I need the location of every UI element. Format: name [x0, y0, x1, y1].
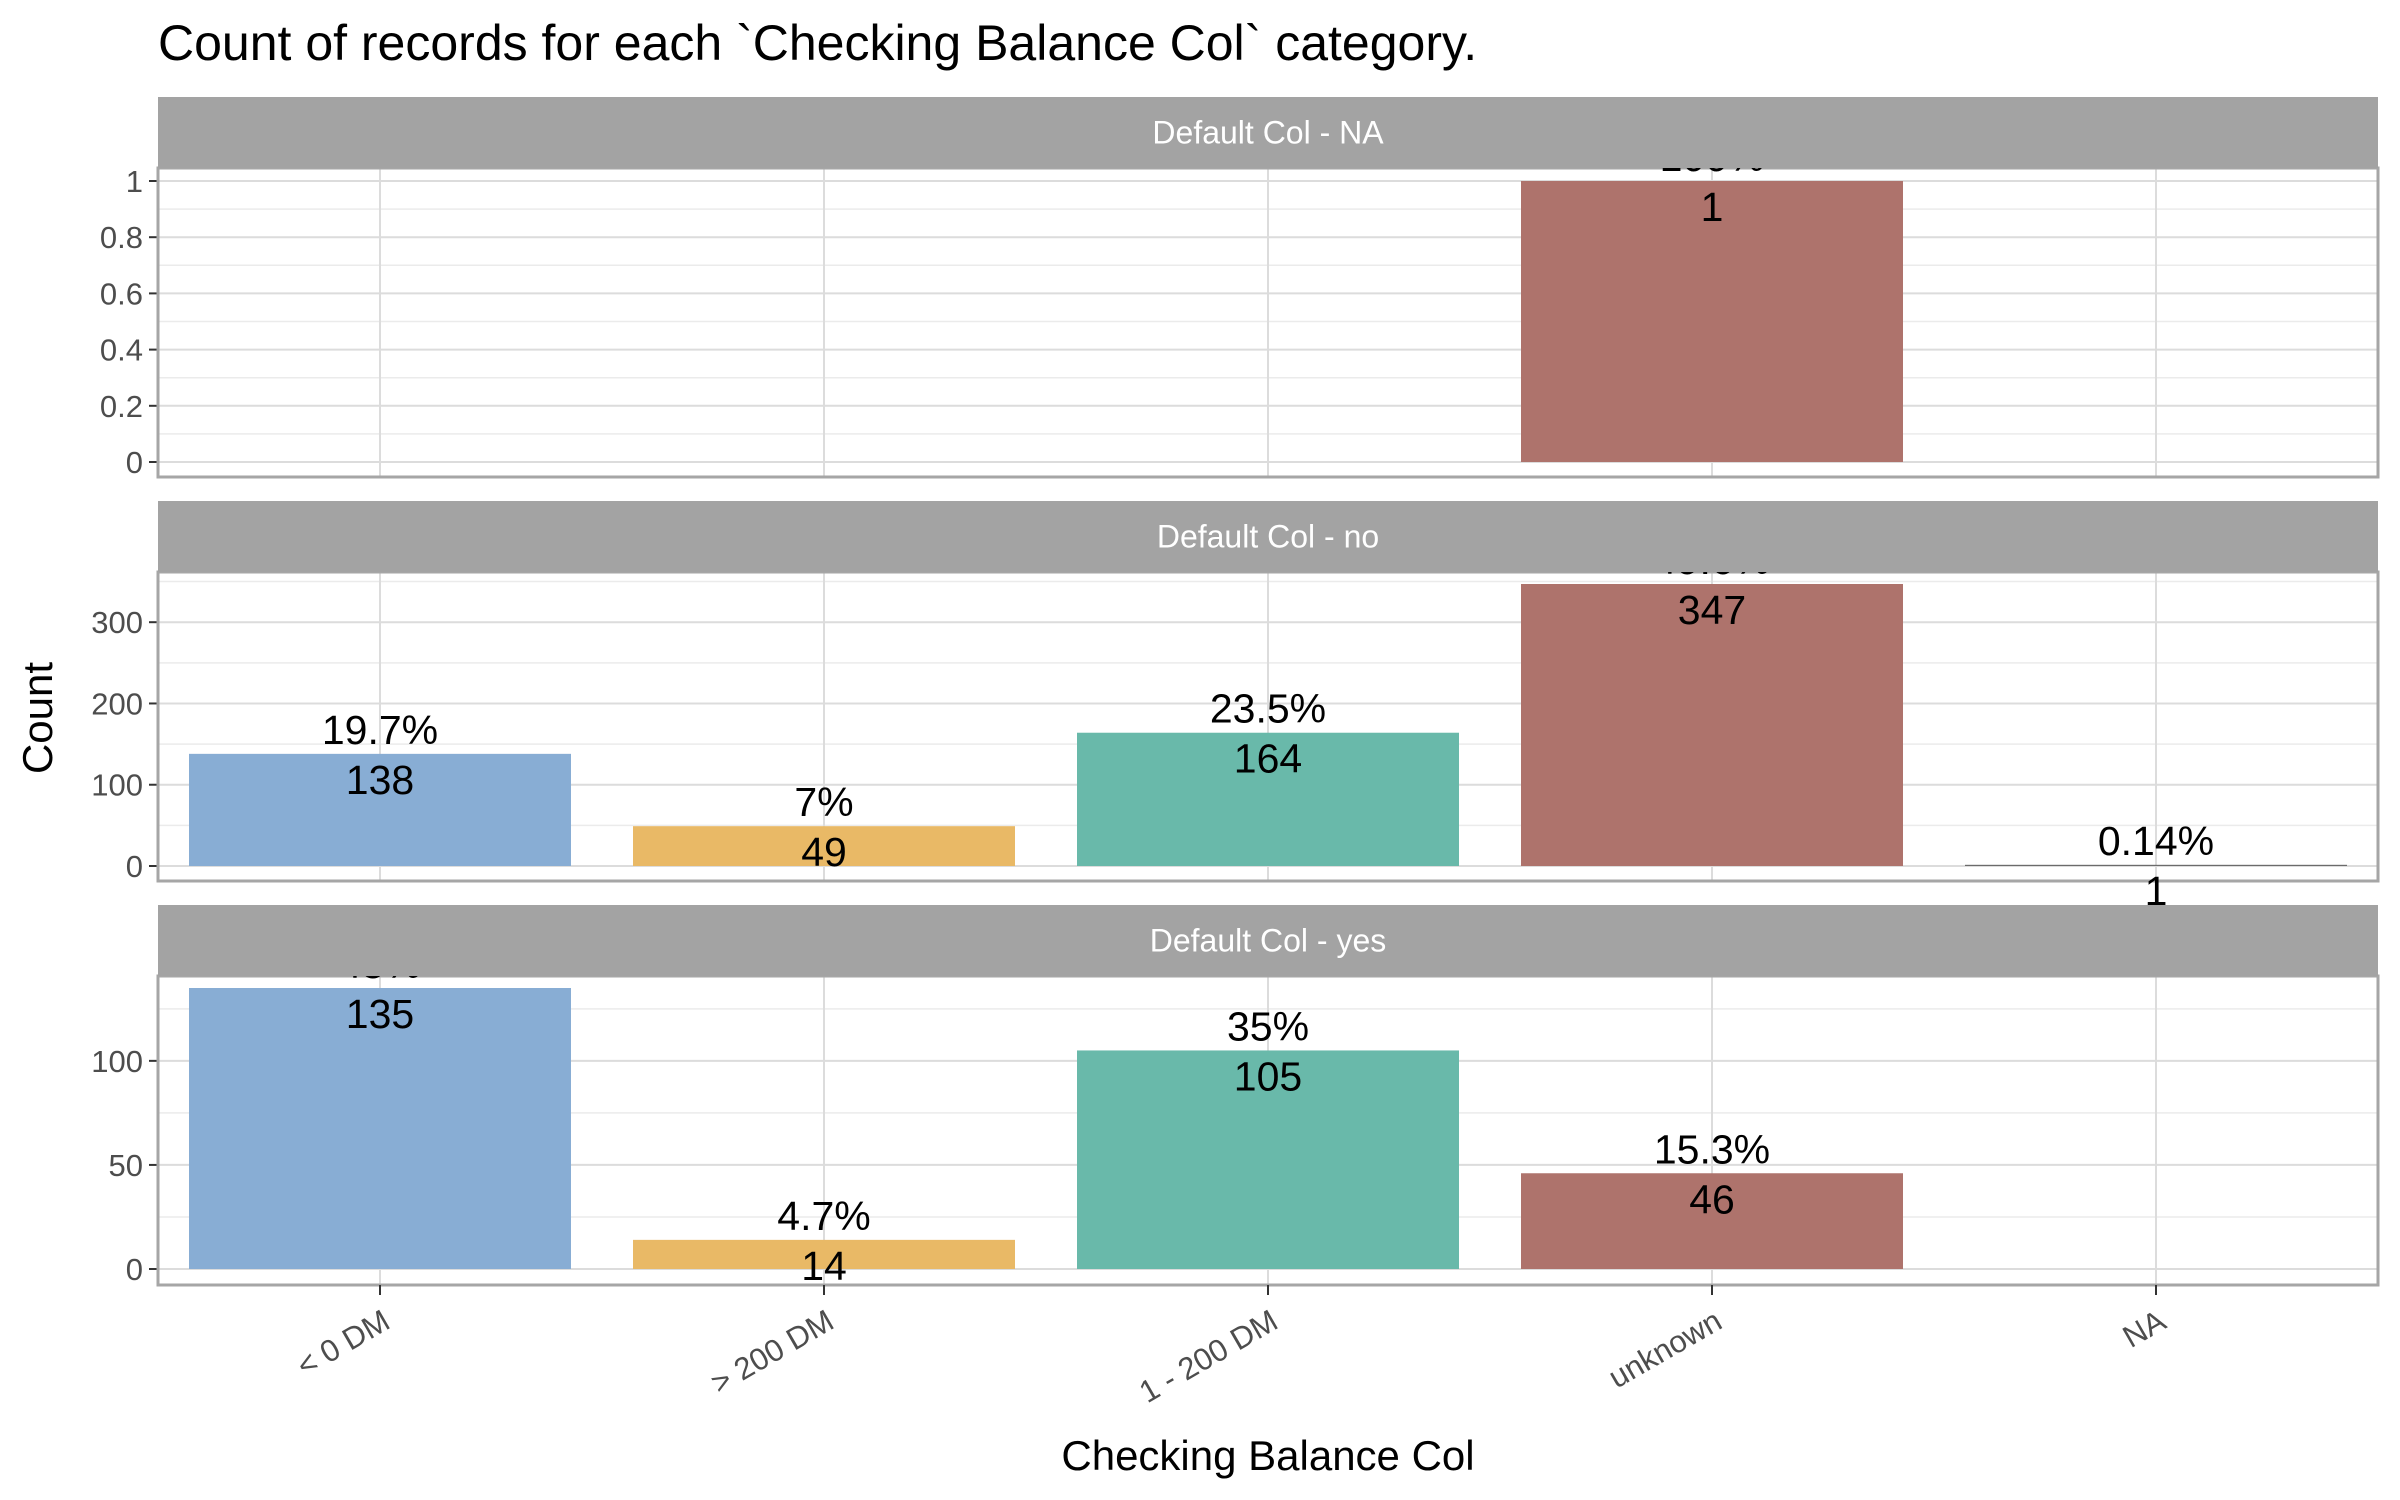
y-tick-label: 300 [91, 605, 143, 640]
x-tick-label: 1 - 200 DM [1133, 1303, 1283, 1410]
bar [189, 753, 571, 866]
x-tick-label: > 200 DM [705, 1303, 840, 1401]
y-tick-label: 50 [109, 1148, 143, 1183]
y-tick-label: 0 [126, 1252, 143, 1287]
bar [633, 1239, 1015, 1269]
data-label-count: 46 [1689, 1176, 1735, 1222]
x-tick-label: NA [2117, 1303, 2172, 1355]
y-tick-label: 1 [126, 164, 143, 199]
data-label-count: 1 [1701, 184, 1724, 230]
bar [633, 826, 1015, 866]
facet-plot-area [158, 572, 2378, 881]
facet-strip-overlay [158, 905, 2378, 976]
y-tick-label: 100 [91, 768, 143, 803]
y-tick-label: 200 [91, 686, 143, 721]
facet-plot-area [158, 168, 2378, 477]
data-label-percent: 15.3% [1654, 1126, 1770, 1172]
data-label-percent: 7% [794, 779, 853, 825]
data-label-count: 105 [1234, 1053, 1302, 1099]
facet-strip-label-overlay: Default Col - yes [1150, 923, 1387, 959]
y-tick-label: 0 [126, 445, 143, 480]
y-tick-label: 0.8 [100, 220, 143, 255]
x-tick-label: unknown [1603, 1303, 1728, 1395]
bar [1965, 864, 2347, 866]
y-tick-label: 100 [91, 1044, 143, 1079]
data-label-percent: 23.5% [1210, 686, 1326, 732]
x-tick-label: < 0 DM [291, 1303, 396, 1384]
data-label-percent: 0.14% [2098, 818, 2214, 864]
x-axis-title: Checking Balance Col [1061, 1432, 1474, 1479]
facet-strip-label-overlay: Default Col - no [1157, 519, 1379, 555]
data-label-count: 164 [1234, 736, 1302, 782]
facet-strip-overlay [158, 97, 2378, 168]
data-label-count: 138 [346, 757, 414, 803]
x-axis-ticks: < 0 DM > 200 DM 1 - 200 DM unknown NA [291, 1285, 2172, 1410]
facet-strip-overlay [158, 501, 2378, 572]
bar [1521, 1173, 1903, 1269]
bar [1521, 584, 1903, 866]
facet-plot-area [158, 976, 2378, 1285]
data-label-percent: 19.7% [322, 707, 438, 753]
data-label-count: 14 [801, 1243, 847, 1289]
bar [189, 988, 571, 1269]
y-tick-label: 0.2 [100, 389, 143, 424]
bar [1077, 732, 1459, 866]
facet-strip-label-overlay: Default Col - NA [1152, 115, 1384, 151]
chart-title: Count of records for each `Checking Bala… [158, 15, 1477, 71]
data-label-percent: 35% [1227, 1003, 1309, 1049]
bar [1521, 181, 1903, 462]
y-tick-label: 0 [126, 849, 143, 884]
y-tick-label: 0.6 [100, 276, 143, 311]
facets-layer: Default Col - NA00.20.40.60.81100%1Defau… [91, 97, 2380, 1289]
data-label-count: 49 [801, 829, 847, 875]
data-label-percent: 4.7% [777, 1193, 870, 1239]
data-label-count: 347 [1678, 587, 1746, 633]
data-label-count: 135 [346, 991, 414, 1037]
data-label-count: 1 [2145, 868, 2168, 914]
y-axis-title: Count [14, 662, 61, 774]
y-tick-label: 0.4 [100, 333, 143, 368]
bar [1077, 1050, 1459, 1269]
